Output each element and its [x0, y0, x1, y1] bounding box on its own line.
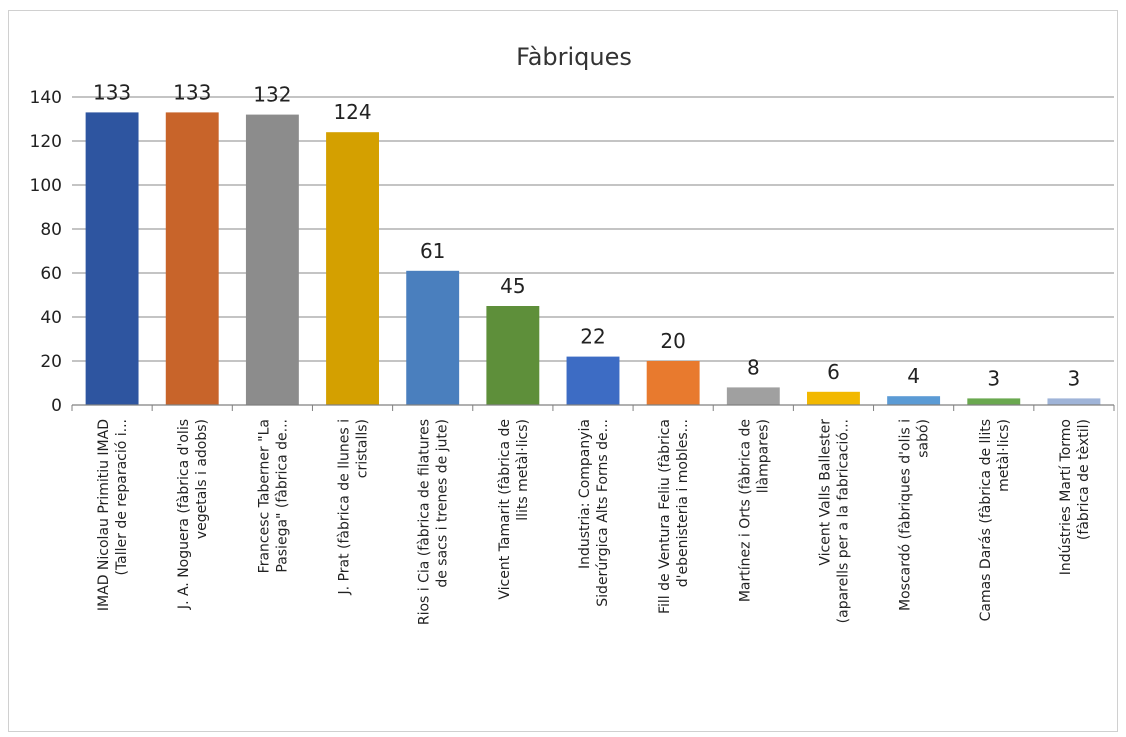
data-label: 22: [580, 325, 605, 349]
chart-frame: Fàbriques 0 20 40 60 80 100 120 140 133 133 132 12…: [8, 10, 1118, 732]
x-tick-label-line: Martínez i Orts (fàbrica de: [737, 419, 753, 602]
y-tick-label: 140: [30, 88, 62, 108]
x-tick-label: IMAD Nicolau Primitiu IMAD (Taller de rep…: [96, 419, 130, 611]
x-tick-label-line: llàmpares): [755, 419, 771, 493]
x-tick-label-line: sabó): [916, 419, 932, 458]
x-tick-label-line: cristalls): [355, 419, 371, 478]
data-labels: 133 133 132 124 61 45 22 20 8 6 4 3 3: [93, 80, 1080, 390]
x-tick-label: Rios i Cia (fàbrica de filatures de sacs …: [417, 419, 451, 625]
y-tick-label: 60: [40, 264, 62, 284]
x-tick-label-line: Pasiega" (fàbrica de...: [274, 419, 290, 573]
x-tick-label-line: (Taller de reparació i...: [114, 419, 130, 576]
x-tick-label: Vicent Tamarit (fàbrica de llits metàl·li…: [497, 419, 531, 600]
bar: [726, 387, 780, 405]
x-tick-label: Vicent Valls Ballester (aparells per a la…: [817, 419, 851, 624]
data-label: 61: [420, 239, 445, 263]
x-tick-label-line: Industria: Companyia: [577, 419, 593, 569]
x-tick-label-line: Vicent Tamarit (fàbrica de: [497, 419, 513, 600]
x-tick-label-line: Francesc Taberner "La: [256, 419, 272, 573]
x-tick-label: J. A. Noguera (fàbrica d'olis vegetals i …: [176, 419, 210, 610]
x-tick-label-line: Indústries Martí Tormo: [1058, 419, 1074, 575]
x-tick-label-line: Fill de Ventura Feliu (fàbrica: [657, 419, 673, 614]
x-tick-label-line: Vicent Valls Ballester: [817, 419, 833, 566]
y-axis: 0 20 40 60 80 100 120 140: [30, 88, 62, 416]
x-tick-label-line: Moscardó (fàbriques d'olis i: [898, 419, 914, 611]
x-axis: IMAD Nicolau Primitiu IMAD (Taller de rep…: [71, 404, 1115, 625]
bar: [1047, 398, 1101, 405]
x-tick-label: Martínez i Orts (fàbrica de llàmpares): [737, 419, 771, 602]
data-label: 45: [500, 274, 525, 298]
x-tick-label-line: llits metàl·lics): [515, 419, 531, 521]
x-tick-label-line: Rios i Cia (fàbrica de filatures: [417, 419, 433, 625]
data-label: 133: [93, 80, 131, 104]
bar-chart: Fàbriques 0 20 40 60 80 100 120 140 133 133 132 12…: [30, 43, 1115, 625]
bar: [807, 391, 860, 405]
data-label: 6: [827, 360, 840, 384]
bar: [887, 396, 941, 405]
x-tick-label-line: Siderúrgica Alts Forns de...: [595, 419, 611, 607]
y-tick-label: 40: [40, 308, 62, 328]
bar: [967, 398, 1021, 405]
bar: [646, 361, 700, 405]
x-tick-label-line: de sacs i trenes de jute): [435, 419, 451, 588]
bar: [326, 132, 379, 405]
x-tick-label: J. Prat (fàbrica de llunes i cristalls): [337, 419, 371, 595]
x-tick-label: Moscardó (fàbriques d'olis i sabó): [898, 419, 932, 611]
data-label: 20: [660, 329, 685, 353]
bar: [406, 270, 460, 405]
data-label: 133: [173, 80, 211, 104]
bar: [245, 114, 299, 405]
x-tick-label-line: vegetals i adobs): [194, 419, 210, 539]
data-label: 4: [907, 364, 920, 388]
y-tick-label: 20: [40, 352, 62, 372]
x-tick-label: Industria: Companyia Siderúrgica Alts For…: [577, 419, 611, 607]
data-label: 132: [253, 83, 291, 107]
bar: [85, 112, 139, 406]
x-tick-label: Camas Darás (fàbrica de llits metàl·lics): [978, 419, 1012, 621]
x-tick-label: Indústries Martí Tormo (fàbrica de tèxtil…: [1058, 419, 1092, 575]
x-tick-label-line: Camas Darás (fàbrica de llits: [978, 419, 994, 621]
x-tick-label-line: (fàbrica de tèxtil): [1076, 419, 1092, 540]
x-tick-label: Francesc Taberner "La Pasiega" (fàbrica d…: [256, 419, 290, 573]
y-tick-label: 0: [51, 396, 62, 416]
x-tick-label-line: d'ebenisteria i mobles...: [675, 419, 691, 587]
data-label: 124: [333, 100, 371, 124]
data-label: 8: [747, 355, 760, 379]
x-tick-label-line: IMAD Nicolau Primitiu IMAD: [96, 419, 112, 611]
x-tick-label-line: J. Prat (fàbrica de llunes i: [337, 419, 353, 595]
chart-title: Fàbriques: [516, 43, 632, 71]
data-label: 3: [1068, 366, 1081, 390]
x-tick-label: Fill de Ventura Feliu (fàbrica d'ebeniste…: [657, 419, 691, 614]
y-tick-label: 80: [40, 220, 62, 240]
bar: [165, 112, 219, 406]
bar: [566, 356, 620, 405]
x-tick-label-line: J. A. Noguera (fàbrica d'olis: [176, 419, 192, 610]
y-tick-label: 100: [30, 176, 62, 196]
gridlines: [72, 96, 1114, 362]
data-label: 3: [987, 366, 1000, 390]
bars: [85, 112, 1101, 406]
bar: [486, 306, 540, 405]
x-tick-label-line: metàl·lics): [996, 419, 1012, 492]
y-tick-label: 120: [30, 132, 62, 152]
x-tick-label-line: (aparells per a la fabricació...: [835, 419, 851, 623]
